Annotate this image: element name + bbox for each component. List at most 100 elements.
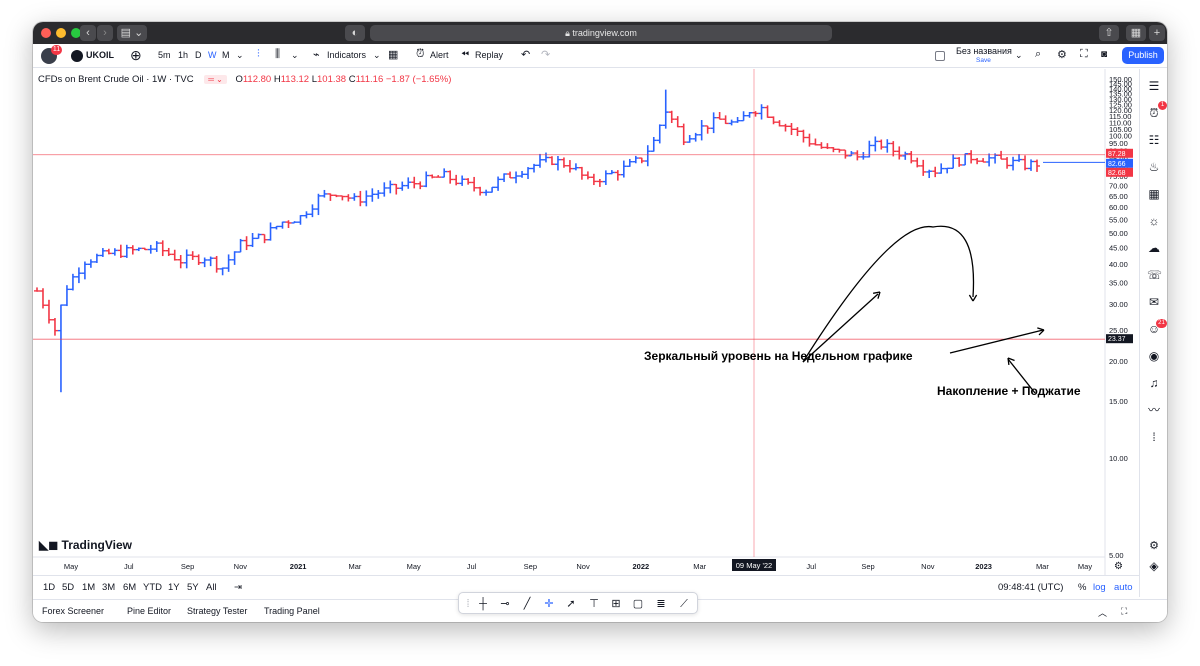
indicators-button[interactable]: Indicators bbox=[327, 50, 367, 60]
date-range-tool-icon[interactable]: ⊤ bbox=[589, 598, 599, 610]
fib-tool-icon[interactable]: ≣ bbox=[656, 598, 666, 610]
cursor-tool-icon[interactable]: ➚ bbox=[566, 598, 576, 610]
gear-icon[interactable]: ⚙︎ bbox=[1057, 49, 1067, 61]
percent-scale-toggle[interactable]: % bbox=[1078, 582, 1087, 593]
new-tab-button[interactable]: + bbox=[1149, 25, 1165, 41]
close-window-button[interactable] bbox=[41, 28, 51, 38]
publish-button[interactable]: Publish bbox=[1122, 47, 1164, 64]
interval-d[interactable]: D bbox=[195, 50, 202, 60]
price-label-bg bbox=[1106, 148, 1133, 158]
indicators-icon[interactable]: ⌁ bbox=[313, 49, 320, 61]
hotlist-icon[interactable]: ♨ bbox=[1148, 160, 1160, 174]
tab-forex-screener[interactable]: Forex Screener bbox=[42, 606, 105, 616]
forward-button[interactable]: › bbox=[97, 25, 113, 41]
replay-button[interactable]: Replay bbox=[475, 50, 504, 60]
address-bar[interactable]: 🔒︎ tradingview.com bbox=[370, 25, 832, 41]
tab-trading-panel[interactable]: Trading Panel bbox=[264, 606, 320, 616]
alert-icon[interactable]: ⏰︎ bbox=[416, 48, 425, 60]
dom-icon[interactable]: ⁞ bbox=[1152, 430, 1156, 444]
range-6m[interactable]: 6M bbox=[123, 582, 137, 593]
lock-icon: 🔒︎ bbox=[565, 28, 570, 38]
tab-overview-button[interactable]: ▦ bbox=[1126, 25, 1146, 41]
search-icon[interactable]: ⌕ bbox=[1035, 48, 1042, 60]
compare-symbol-button[interactable]: ⊕ bbox=[130, 47, 142, 63]
legend-low-label: L bbox=[311, 74, 317, 85]
range-1d[interactable]: 1D bbox=[43, 582, 56, 593]
price-label-bg bbox=[1106, 158, 1133, 168]
redo-icon[interactable]: ↷ bbox=[541, 49, 551, 61]
bar-style-icon[interactable]: ⫶ bbox=[257, 48, 260, 60]
utc-clock[interactable]: 09:48:41 (UTC) bbox=[998, 582, 1064, 593]
chevron-up-icon[interactable]: ︿ bbox=[1098, 608, 1108, 618]
range-all[interactable]: All bbox=[206, 582, 217, 593]
replay-icon[interactable]: ⏪︎ bbox=[461, 49, 469, 60]
sidebar-toggle-button[interactable]: ▤ ⌄ bbox=[117, 25, 147, 41]
candle-style-icon[interactable]: ⫼ bbox=[275, 48, 281, 60]
x-tick-label: Sep bbox=[181, 562, 194, 571]
chevron-down-icon[interactable]: ⌄ bbox=[373, 50, 381, 60]
bell-icon[interactable]: ♫ bbox=[1149, 376, 1159, 390]
interval-1h[interactable]: 1h bbox=[178, 50, 189, 60]
interval-5m[interactable]: 5m bbox=[158, 50, 171, 60]
rectangle-tool-icon[interactable]: ▢ bbox=[632, 598, 644, 610]
trend-icon[interactable]: 〰 bbox=[1147, 403, 1160, 417]
symbol-search[interactable]: UKOIL bbox=[86, 50, 114, 60]
legend-visibility-toggle[interactable]: ═ ⌄ bbox=[204, 75, 227, 84]
interval-w[interactable]: W bbox=[208, 50, 217, 60]
share-button[interactable]: ⇧ bbox=[1099, 25, 1119, 41]
chevron-down-icon[interactable]: ⌄ bbox=[1015, 50, 1023, 60]
camera-icon[interactable]: ◙ bbox=[1101, 49, 1108, 60]
range-5y[interactable]: 5Y bbox=[187, 582, 199, 593]
privacy-shield-button[interactable]: ◐ bbox=[345, 25, 365, 41]
calendar-icon[interactable]: ▦ bbox=[1148, 187, 1160, 201]
auto-scale-toggle[interactable]: auto bbox=[1114, 582, 1133, 593]
chevron-down-icon[interactable]: ⌄ bbox=[291, 50, 299, 60]
horizontal-line-tool-icon[interactable]: ┼ bbox=[479, 598, 487, 610]
streams-icon[interactable]: ☁ bbox=[1148, 241, 1160, 255]
layers-icon[interactable]: ◈ bbox=[1149, 559, 1159, 573]
annotation-accumulation[interactable]: Накопление + Поджатие bbox=[937, 384, 1081, 398]
ideas-icon[interactable]: ☼ bbox=[1148, 214, 1160, 228]
legend-title[interactable]: CFDs on Brent Crude Oil · 1W · TVC bbox=[38, 74, 194, 85]
trend-line-tool-icon[interactable]: ╱ bbox=[523, 598, 531, 610]
chevron-down-icon[interactable]: ⌄ bbox=[236, 50, 244, 60]
interval-m[interactable]: M bbox=[222, 50, 230, 60]
broadcast-icon[interactable]: ◉ bbox=[1148, 349, 1160, 363]
messages-icon[interactable]: ✉ bbox=[1148, 295, 1160, 309]
range-1y[interactable]: 1Y bbox=[168, 582, 180, 593]
drag-handle-icon[interactable]: ⁞ bbox=[466, 598, 470, 610]
alert-button[interactable]: Alert bbox=[430, 50, 449, 60]
back-button[interactable]: ‹ bbox=[80, 25, 96, 41]
range-1m[interactable]: 1M bbox=[82, 582, 96, 593]
zoom-window-button[interactable] bbox=[71, 28, 81, 38]
crosshair-tool-icon[interactable]: ✛ bbox=[544, 598, 554, 610]
fullscreen-icon[interactable]: ⛶ bbox=[1080, 48, 1088, 60]
goto-date-icon[interactable]: ⇥ bbox=[234, 582, 242, 593]
data-window-icon[interactable]: ☷ bbox=[1148, 133, 1160, 147]
y-tick-label: 100.00 bbox=[1109, 132, 1132, 141]
tab-pine-editor[interactable]: Pine Editor bbox=[127, 606, 172, 616]
watchlist-icon[interactable]: ☰ bbox=[1148, 79, 1160, 93]
range-3m[interactable]: 3M bbox=[102, 582, 116, 593]
layout-checkbox[interactable] bbox=[935, 51, 945, 61]
price-label: 82.66 bbox=[1108, 161, 1126, 168]
gear-icon[interactable]: ⚙︎ bbox=[1149, 540, 1159, 552]
undo-icon[interactable]: ↶ bbox=[521, 49, 531, 61]
tab-strategy-tester[interactable]: Strategy Tester bbox=[187, 606, 248, 616]
chat-icon[interactable]: ☏ bbox=[1147, 268, 1163, 282]
horizontal-ray-tool-icon[interactable]: ⊸ bbox=[500, 598, 510, 610]
price-range-tool-icon[interactable]: ⊞ bbox=[611, 598, 621, 610]
brush-tool-icon[interactable]: ⟋ bbox=[680, 598, 688, 610]
range-ytd[interactable]: YTD bbox=[143, 582, 162, 593]
annotation-mirror-level[interactable]: Зеркальный уровень на Недельном графике bbox=[644, 349, 913, 363]
alerts-badge: 1 bbox=[1158, 101, 1167, 110]
alerts-icon[interactable]: ⏰︎ bbox=[1149, 106, 1159, 120]
log-scale-toggle[interactable]: log bbox=[1093, 582, 1106, 593]
x-tick-label: Nov bbox=[576, 562, 590, 571]
layout-name[interactable]: Без названия bbox=[956, 46, 1012, 56]
range-5d[interactable]: 5D bbox=[62, 582, 75, 593]
templates-icon[interactable]: ▦ bbox=[388, 49, 399, 61]
minimize-window-button[interactable] bbox=[56, 28, 66, 38]
maximize-panel-icon[interactable]: ⛶ bbox=[1121, 606, 1128, 616]
price-chart[interactable]: 150.00145.00140.00135.00130.00125.00120.… bbox=[33, 69, 1139, 575]
